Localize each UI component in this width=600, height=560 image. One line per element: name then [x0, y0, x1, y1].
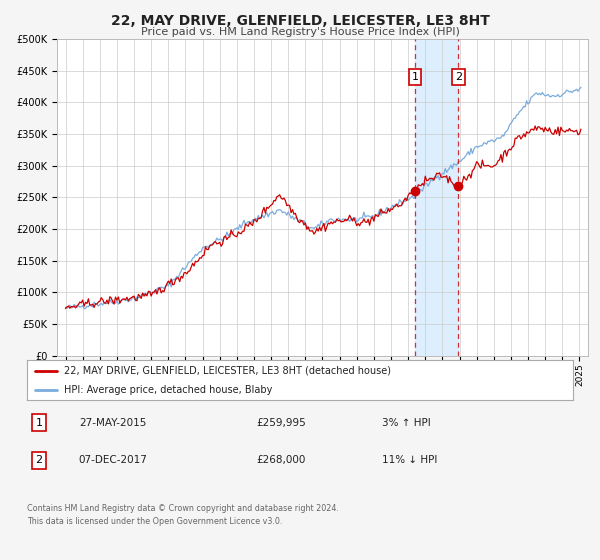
Text: 11% ↓ HPI: 11% ↓ HPI: [382, 455, 437, 465]
Text: £259,995: £259,995: [256, 418, 306, 428]
Text: 2: 2: [35, 455, 43, 465]
Text: 1: 1: [412, 72, 418, 82]
Text: This data is licensed under the Open Government Licence v3.0.: This data is licensed under the Open Gov…: [27, 516, 283, 526]
Text: 22, MAY DRIVE, GLENFIELD, LEICESTER, LE3 8HT (detached house): 22, MAY DRIVE, GLENFIELD, LEICESTER, LE3…: [64, 366, 391, 376]
Text: 22, MAY DRIVE, GLENFIELD, LEICESTER, LE3 8HT: 22, MAY DRIVE, GLENFIELD, LEICESTER, LE3…: [110, 14, 490, 28]
Text: 27-MAY-2015: 27-MAY-2015: [79, 418, 146, 428]
Text: £268,000: £268,000: [256, 455, 305, 465]
Text: HPI: Average price, detached house, Blaby: HPI: Average price, detached house, Blab…: [64, 385, 272, 395]
Bar: [415, 39, 458, 356]
Text: 3% ↑ HPI: 3% ↑ HPI: [382, 418, 431, 428]
Text: 07-DEC-2017: 07-DEC-2017: [79, 455, 148, 465]
Text: Price paid vs. HM Land Registry's House Price Index (HPI): Price paid vs. HM Land Registry's House …: [140, 27, 460, 38]
Text: 2: 2: [455, 72, 462, 82]
Text: Contains HM Land Registry data © Crown copyright and database right 2024.: Contains HM Land Registry data © Crown c…: [27, 504, 339, 513]
Text: 1: 1: [35, 418, 43, 428]
